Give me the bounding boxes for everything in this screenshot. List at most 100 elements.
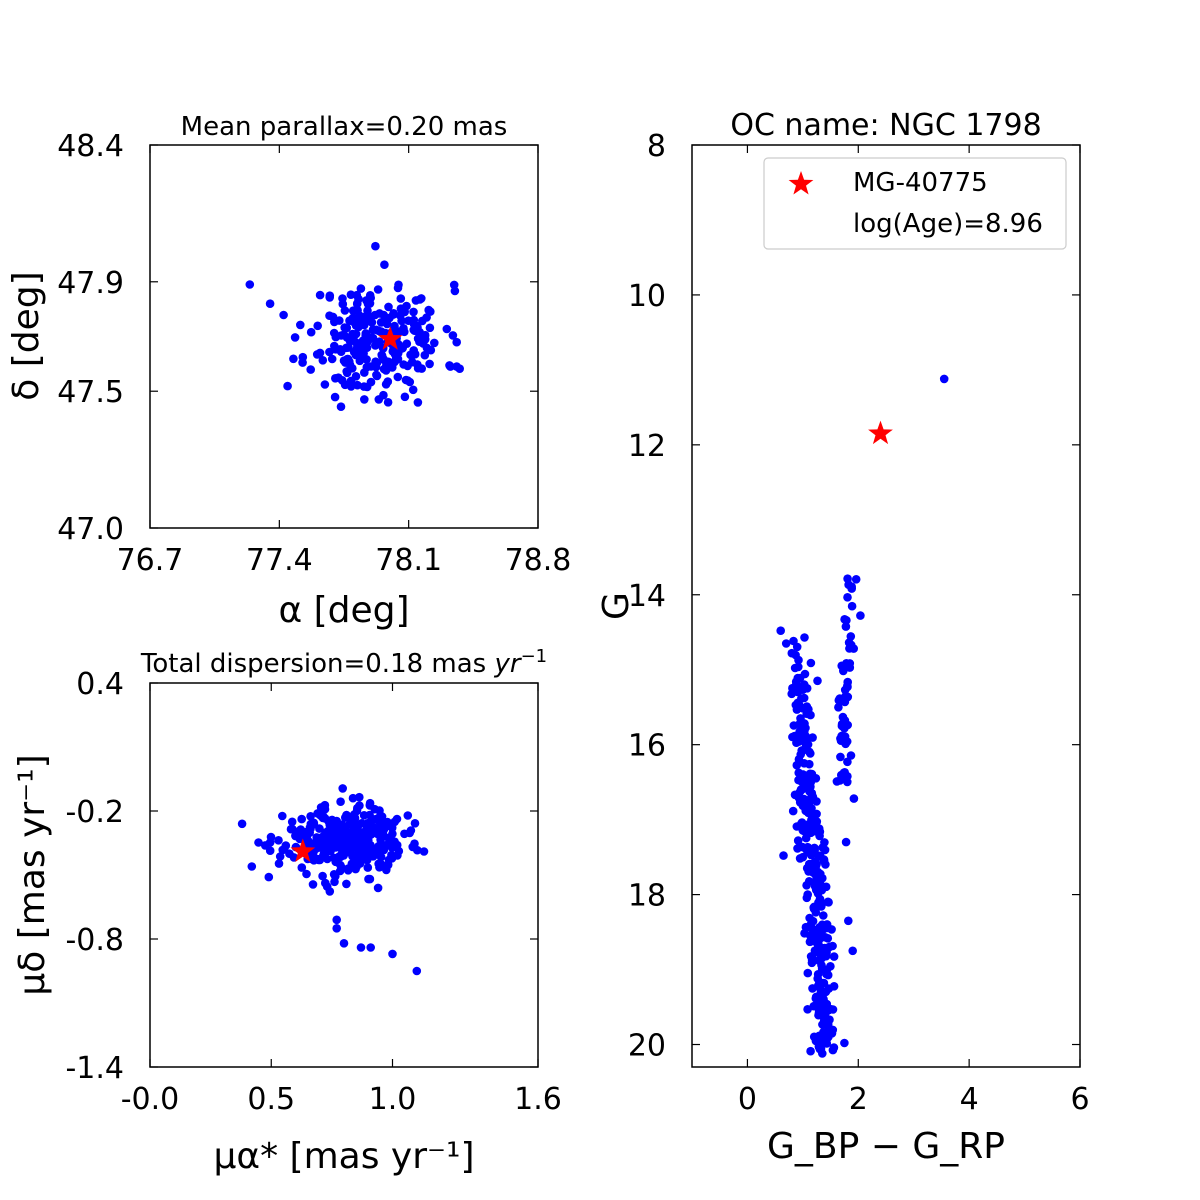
sky-star-point — [362, 362, 372, 372]
cmd-giant-branch-point — [840, 685, 850, 695]
pm-star-point — [374, 813, 384, 822]
sky-star-point — [384, 302, 393, 312]
pm-star-point — [366, 847, 376, 856]
cmd-giant-branch-point — [845, 663, 855, 672]
sky-star-point — [415, 295, 425, 304]
sky-title: Mean parallax=0.20 mas — [181, 112, 508, 142]
pm-star-point — [363, 863, 373, 872]
cmd-main-sequence-point — [810, 857, 820, 867]
sky-star-point — [296, 320, 305, 330]
sky-star-point — [313, 321, 323, 331]
sky-star-point — [306, 365, 316, 374]
cmd-giant-branch-point — [844, 580, 853, 589]
sky-xtick-label: 78.1 — [375, 543, 442, 578]
cmd-main-sequence-point — [806, 658, 816, 668]
sky-star-point — [400, 392, 410, 402]
legend-box — [763, 157, 1067, 250]
sky-axes — [149, 144, 539, 529]
sky-star-point — [327, 354, 337, 364]
sky-points — [245, 241, 465, 412]
pm-star-point — [379, 821, 389, 830]
pm-star-point — [341, 813, 350, 822]
cmd-main-sequence-point — [797, 724, 806, 733]
sky-star-point — [330, 392, 340, 402]
pm-star-point — [314, 855, 324, 865]
cmd-outlier-point — [849, 794, 859, 803]
sky-star-point — [349, 347, 359, 357]
cmd-xlabel: G_BP − G_RP — [767, 1126, 1005, 1167]
pm-star-point — [306, 812, 315, 821]
sky-star-point — [325, 293, 335, 302]
sky-star-point — [413, 398, 423, 407]
pm-ytick-label: 0.4 — [76, 667, 124, 702]
cmd-main-sequence-point — [817, 953, 827, 963]
pm-star-point — [375, 863, 384, 872]
sky-star-point — [404, 316, 413, 326]
sky-star-point — [329, 328, 339, 338]
cmd-outlier-point — [781, 639, 791, 648]
pm-star-point — [387, 837, 397, 846]
cmd-xtick-label: 4 — [960, 1082, 979, 1117]
sky-panel: Mean parallax=0.20 mas 76.7 77.4 78.1 78.8 4… — [6, 112, 571, 631]
cmd-main-sequence-point — [823, 970, 833, 980]
cmd-main-sequence-point — [790, 731, 799, 741]
pm-star-point — [384, 855, 394, 865]
cmd-giant-branch-point — [843, 677, 852, 687]
cmd-points — [776, 374, 949, 1058]
cmd-main-sequence-point — [801, 844, 810, 853]
sky-star-point — [336, 331, 346, 340]
sky-star-point — [343, 354, 352, 364]
pm-xtick-label: 1.6 — [514, 1082, 562, 1117]
cmd-panel: OC name: NGC 1798 0 2 4 6 8 10 12 14 16 18 20 G_BP… — [596, 108, 1090, 1167]
sky-star-point — [318, 356, 328, 365]
sky-outlier-point — [426, 345, 436, 355]
sky-star-point — [379, 355, 389, 365]
pm-outlier-point — [339, 939, 349, 948]
cmd-main-sequence-point — [810, 845, 819, 855]
sky-star-point — [394, 280, 403, 290]
cmd-main-sequence-point — [820, 838, 829, 847]
pm-xtick-label: 1.0 — [369, 1082, 417, 1117]
cmd-giant-branch-point — [836, 752, 845, 762]
cmd-main-sequence-point — [804, 705, 813, 714]
sky-star-point — [380, 260, 389, 270]
sky-ticks: 76.7 77.4 78.1 78.8 47.0 47.5 47.9 48.4 — [57, 129, 571, 578]
cmd-main-sequence-point — [798, 852, 808, 862]
sky-star-point — [370, 310, 380, 320]
cmd-giant-branch-point — [843, 777, 852, 787]
sky-star-point — [348, 335, 358, 345]
sky-ylabel: δ [deg] — [6, 271, 47, 400]
pm-star-point — [342, 879, 351, 889]
cmd-main-sequence-point — [798, 801, 808, 811]
cmd-xtick-label: 0 — [738, 1082, 757, 1117]
cmd-giant-branch-point — [837, 770, 846, 780]
sky-star-point — [409, 307, 418, 317]
sky-star-point — [315, 290, 325, 300]
cmd-ytick-label: 12 — [628, 429, 666, 464]
pm-star-point — [265, 838, 275, 847]
cmd-main-sequence-point — [788, 806, 798, 816]
cmd-main-sequence-point — [829, 982, 839, 991]
sky-star-point — [403, 376, 413, 385]
sky-star-point — [379, 390, 388, 400]
pm-star-point — [278, 811, 287, 821]
cmd-main-sequence-point — [812, 817, 822, 826]
cmd-giant-branch-point — [843, 757, 852, 767]
cmd-main-sequence-point — [798, 685, 808, 694]
cmd-main-sequence-point — [812, 932, 822, 942]
sky-star-point — [381, 380, 391, 389]
cmd-main-sequence-point — [823, 897, 833, 907]
cmd-outlier-point — [939, 374, 949, 384]
sky-outlier-point — [360, 395, 369, 404]
cmd-xtick-label: 2 — [849, 1082, 868, 1117]
sky-star-point — [353, 380, 362, 390]
cmd-ytick-label: 8 — [647, 129, 666, 164]
cmd-main-sequence-point — [794, 662, 803, 672]
cmd-main-sequence-point — [821, 1037, 830, 1047]
pm-outlier-point — [366, 943, 376, 952]
cmd-main-sequence-point — [826, 962, 835, 971]
sky-star-point — [325, 311, 334, 321]
pm-star-point — [348, 816, 358, 825]
sky-star-point — [397, 316, 406, 326]
cmd-main-sequence-point — [815, 831, 824, 841]
